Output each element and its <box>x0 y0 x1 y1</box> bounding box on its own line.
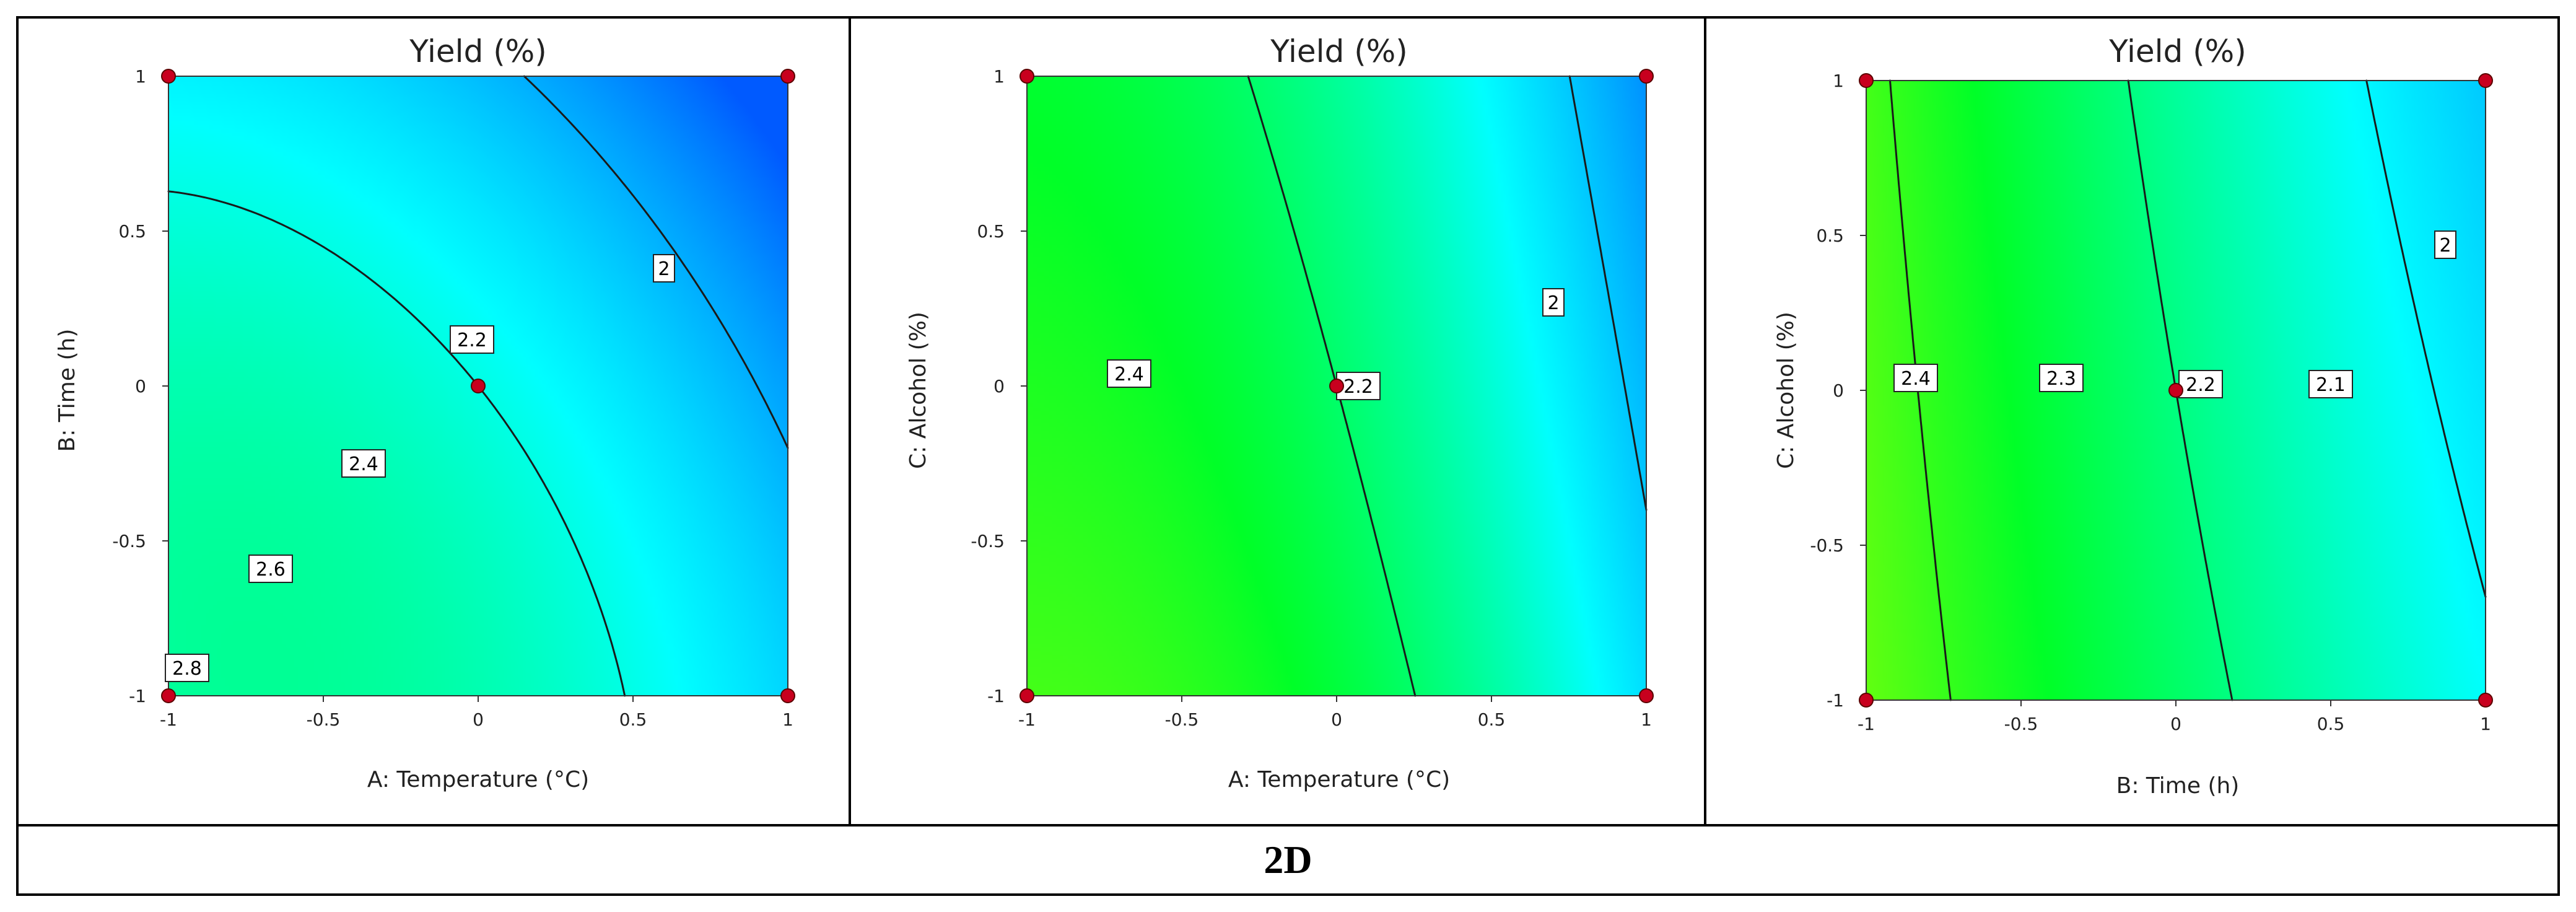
contour-label-2.4: 2.4 <box>1107 359 1151 388</box>
contour-line-2.3 <box>1889 79 1952 701</box>
x-tick-label: 1 <box>2480 714 2491 734</box>
svg-text:2.1: 2.1 <box>2316 374 2346 396</box>
y-axis-label: C: Alcohol (%) <box>906 312 931 469</box>
x-tick-label: 0.5 <box>1478 709 1506 730</box>
y-tick-label: 0 <box>993 376 1005 397</box>
y-tick-label: 1 <box>135 66 146 87</box>
contour-label-2.4: 2.4 <box>341 449 386 478</box>
y-tick-label: -0.5 <box>1810 535 1844 556</box>
y-tick-label: 0 <box>135 376 146 397</box>
contour-lines <box>1247 75 1648 697</box>
x-axis-label: B: Time (h) <box>2116 773 2240 799</box>
y-tick-label: 0 <box>1833 380 1844 401</box>
contour-panel-temperature-time: Yield (%) A: Temperature (°C) B: Time (h… <box>19 19 849 824</box>
svg-text:2.4: 2.4 <box>1114 364 1144 385</box>
contour-chart: Yield (%) A: Temperature (°C) B: Time (h… <box>55 33 795 792</box>
x-tick-label: -0.5 <box>307 709 341 730</box>
contour-label-2: 2 <box>653 254 675 283</box>
chart-title: Yield (%) <box>2108 33 2246 69</box>
x-tick-label: 0 <box>473 709 484 730</box>
design-point <box>471 379 486 393</box>
contour-lines <box>1889 79 2487 701</box>
design-point <box>1859 693 1874 708</box>
svg-text:2.4: 2.4 <box>1901 368 1931 390</box>
design-point <box>1639 69 1654 84</box>
contour-label-2.2: 2.2 <box>450 325 494 354</box>
y-tick-label: 0.5 <box>1816 226 1844 246</box>
svg-text:2: 2 <box>2439 235 2451 256</box>
contour-label-2.3: 2.3 <box>2039 364 2084 392</box>
design-point <box>1639 688 1654 703</box>
x-tick-label: 1 <box>1641 709 1652 730</box>
contour-line-2 <box>1568 75 1648 511</box>
design-point <box>780 688 795 703</box>
y-tick-label: -1 <box>987 686 1005 706</box>
design-point <box>1019 688 1034 703</box>
y-tick-label: 1 <box>993 66 1005 87</box>
design-point <box>161 69 176 84</box>
x-tick-label: 0 <box>2170 714 2181 734</box>
x-tick-label: -0.5 <box>1165 709 1199 730</box>
x-tick-label: 0 <box>1331 709 1342 730</box>
panel-divider <box>1704 16 1706 826</box>
x-axis-label: A: Temperature (°C) <box>1228 767 1450 792</box>
svg-text:2.2: 2.2 <box>1343 376 1373 398</box>
contour-label-2.6: 2.6 <box>248 555 293 583</box>
contour-label-2.2: 2.2 <box>1336 372 1381 400</box>
contour-panel-temperature-alcohol: Yield (%) A: Temperature (°C) C: Alcohol… <box>851 19 1701 824</box>
design-point <box>780 69 795 84</box>
svg-text:2.4: 2.4 <box>349 454 378 475</box>
x-tick-label: 0.5 <box>2317 714 2345 734</box>
contour-label-2: 2 <box>1542 288 1565 317</box>
contour-label-2.8: 2.8 <box>165 654 209 682</box>
y-axis-label: C: Alcohol (%) <box>1773 312 1799 469</box>
x-tick-label: 1 <box>782 709 793 730</box>
contour-label-2.2: 2.2 <box>2178 370 2223 398</box>
panel-divider <box>849 16 851 826</box>
caption-divider <box>16 824 2560 826</box>
x-tick-label: -1 <box>1858 714 1875 734</box>
contour-label-2: 2 <box>2434 230 2456 259</box>
design-point <box>161 688 176 703</box>
contour-label-2.4: 2.4 <box>1893 364 1938 392</box>
design-point <box>1859 73 1874 88</box>
x-tick-label: -0.5 <box>2004 714 2038 734</box>
svg-text:2.8: 2.8 <box>172 658 202 680</box>
design-point <box>2478 73 2493 88</box>
y-tick-label: 0.5 <box>977 221 1005 242</box>
chart-title: Yield (%) <box>409 33 546 69</box>
y-axis-label: B: Time (h) <box>55 329 80 452</box>
x-axis-label: A: Temperature (°C) <box>367 767 589 792</box>
design-point <box>1329 379 1344 393</box>
y-tick-label: 1 <box>1833 71 1844 91</box>
contour-line-2.2 <box>2127 79 2233 701</box>
svg-text:2.3: 2.3 <box>2046 368 2076 390</box>
x-tick-label: -1 <box>1018 709 1036 730</box>
svg-text:2.6: 2.6 <box>256 559 286 581</box>
svg-text:2.2: 2.2 <box>2186 374 2216 396</box>
y-tick-label: -1 <box>129 686 146 706</box>
design-point <box>1019 69 1034 84</box>
contour-line-2.2 <box>1247 75 1417 697</box>
y-tick-label: 0.5 <box>118 221 146 242</box>
contour-label-2.1: 2.1 <box>2308 370 2353 398</box>
figure-caption: 2D <box>1264 838 1312 882</box>
contour-line-2.1 <box>2365 79 2487 598</box>
chart-title: Yield (%) <box>1270 33 1407 69</box>
figure-frame <box>16 16 2560 896</box>
svg-text:2.2: 2.2 <box>457 330 487 351</box>
contour-chart: Yield (%) B: Time (h) C: Alcohol (%) -1-… <box>1773 33 2493 799</box>
contour-panel-time-alcohol: Yield (%) B: Time (h) C: Alcohol (%) -1-… <box>1706 19 2557 824</box>
y-tick-label: -0.5 <box>971 531 1005 551</box>
y-tick-label: -0.5 <box>112 531 146 551</box>
design-point <box>2168 383 2183 398</box>
contour-chart: Yield (%) A: Temperature (°C) C: Alcohol… <box>906 33 1654 792</box>
x-tick-label: 0.5 <box>619 709 647 730</box>
design-point <box>2478 693 2493 708</box>
x-tick-label: -1 <box>160 709 177 730</box>
svg-text:2: 2 <box>1547 292 1559 314</box>
contour-line-2.2 <box>167 190 626 697</box>
svg-text:2: 2 <box>658 258 670 280</box>
y-tick-label: -1 <box>1827 690 1844 711</box>
